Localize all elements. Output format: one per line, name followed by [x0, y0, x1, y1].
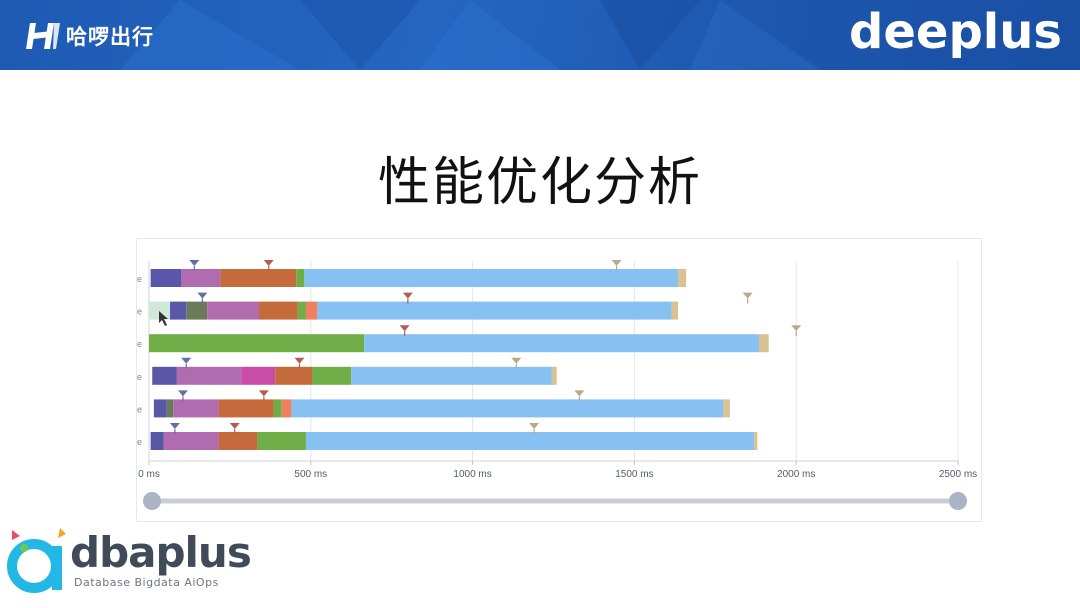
dbaplus-wordmark: dbaplus: [70, 528, 252, 577]
timeline-bar-segment: [754, 432, 758, 450]
timing-marker: [611, 260, 622, 266]
timing-marker: [169, 423, 180, 429]
timeline-bar-segment: [297, 301, 306, 320]
waterfall-chart-panel: 0 ms 500 ms 1000 ms 1500 ms 2000 ms 2500 ms e e…: [136, 238, 982, 522]
timeline-bar-segment: [150, 269, 182, 287]
dbaplus-logo: dbaplus Database Bigdata AiOps: [4, 524, 254, 604]
timeline-bar-segment: [153, 399, 167, 418]
deeplus-logo: deeplus: [848, 4, 1062, 60]
timeline-bar-segment: [207, 301, 260, 320]
timeline-bar-segment: [671, 301, 679, 320]
row-label-fragment: e: [137, 274, 142, 284]
row-label-fragment: e: [137, 404, 142, 414]
x-tick-label: 1000 ms: [453, 469, 491, 480]
range-slider-low-handle[interactable]: [143, 492, 161, 510]
timeline-bar-segment: [304, 269, 679, 287]
timeline-bar-segment: [170, 301, 187, 320]
timeline-bar-segment: [317, 301, 672, 320]
timeline-bar-segment: [273, 399, 282, 418]
timeline-bar-segment: [186, 301, 208, 320]
x-tick-label: 1500 ms: [615, 469, 653, 480]
timeline-bar-segment: [149, 334, 365, 353]
timeline-bar-segment: [259, 301, 298, 320]
timing-marker: [574, 390, 585, 397]
hellobike-brand-text: 哈啰出行: [66, 25, 154, 49]
timeline-bar-segment: [312, 366, 352, 385]
timing-marker: [181, 357, 192, 364]
x-tick-label: 0 ms: [138, 469, 160, 480]
timeline-bar-segment: [166, 399, 174, 418]
timeline-bar-segment: [305, 432, 755, 450]
timeline-bar-segment: [220, 269, 297, 287]
timeline-bar-segment: [723, 399, 730, 418]
timing-marker: [258, 390, 269, 397]
row-label-fragment: e: [137, 307, 142, 317]
timing-marker: [511, 357, 522, 364]
waterfall-chart: 0 ms 500 ms 1000 ms 1500 ms 2000 ms 2500 ms e e…: [137, 260, 977, 510]
timeline-bar-segment: [218, 432, 258, 450]
timeline-bar-segment: [173, 399, 219, 418]
slide-title: 性能优化分析: [377, 153, 702, 213]
timeline-bar-segment: [149, 301, 171, 320]
timeline-bar-segment: [351, 366, 552, 385]
timeline-bar-segment: [678, 269, 687, 287]
range-slider-high-handle[interactable]: [949, 492, 967, 510]
timing-marker: [529, 423, 540, 429]
x-tick-label: 2000 ms: [777, 469, 815, 480]
timeline-bar-segment: [281, 399, 292, 418]
timing-marker: [791, 325, 802, 332]
timing-marker: [399, 325, 410, 332]
timeline-bar-segment: [241, 366, 276, 385]
timing-marker: [229, 423, 240, 429]
timeline-bar-segment: [364, 334, 759, 353]
row-label-fragment: e: [137, 437, 142, 447]
timeline-bar-segment: [305, 301, 318, 320]
timeline-bar-segment: [218, 399, 274, 418]
timeline-bar-segment: [551, 366, 557, 385]
timeline-bar-segment: [758, 334, 769, 353]
banner-background-pattern: [120, 0, 820, 70]
timing-marker: [263, 260, 274, 266]
row-label-fragment: e: [137, 372, 142, 382]
timeline-bar-segment: [152, 366, 177, 385]
timeline-bar-segment: [291, 399, 724, 418]
timeline-bar-segment: [181, 269, 221, 287]
timing-marker: [177, 390, 188, 397]
x-tick-label: 500 ms: [294, 469, 327, 480]
hellobike-h-icon: [26, 23, 60, 49]
row-label-fragment: e: [137, 339, 142, 349]
dbaplus-a-icon: [7, 528, 66, 593]
timeline-bar-segment: [176, 366, 242, 385]
timeline-bar-segment: [275, 366, 313, 385]
timing-marker: [402, 292, 413, 299]
x-tick-label: 2500 ms: [939, 469, 977, 480]
timeline-bar-segment: [163, 432, 219, 450]
header-banner: 哈啰出行 deeplus: [0, 0, 1080, 70]
timing-marker: [294, 357, 305, 364]
timing-marker: [197, 292, 208, 299]
dbaplus-tagline: Database Bigdata AiOps: [74, 576, 219, 589]
mouse-cursor-icon: [159, 311, 168, 326]
hellobike-logo: 哈啰出行: [26, 20, 154, 52]
timeline-bar-segment: [150, 432, 164, 450]
timeline-bar-segment: [257, 432, 306, 450]
timeline-bar-segment: [296, 269, 305, 287]
timing-marker: [189, 260, 200, 266]
timing-marker: [742, 292, 753, 299]
